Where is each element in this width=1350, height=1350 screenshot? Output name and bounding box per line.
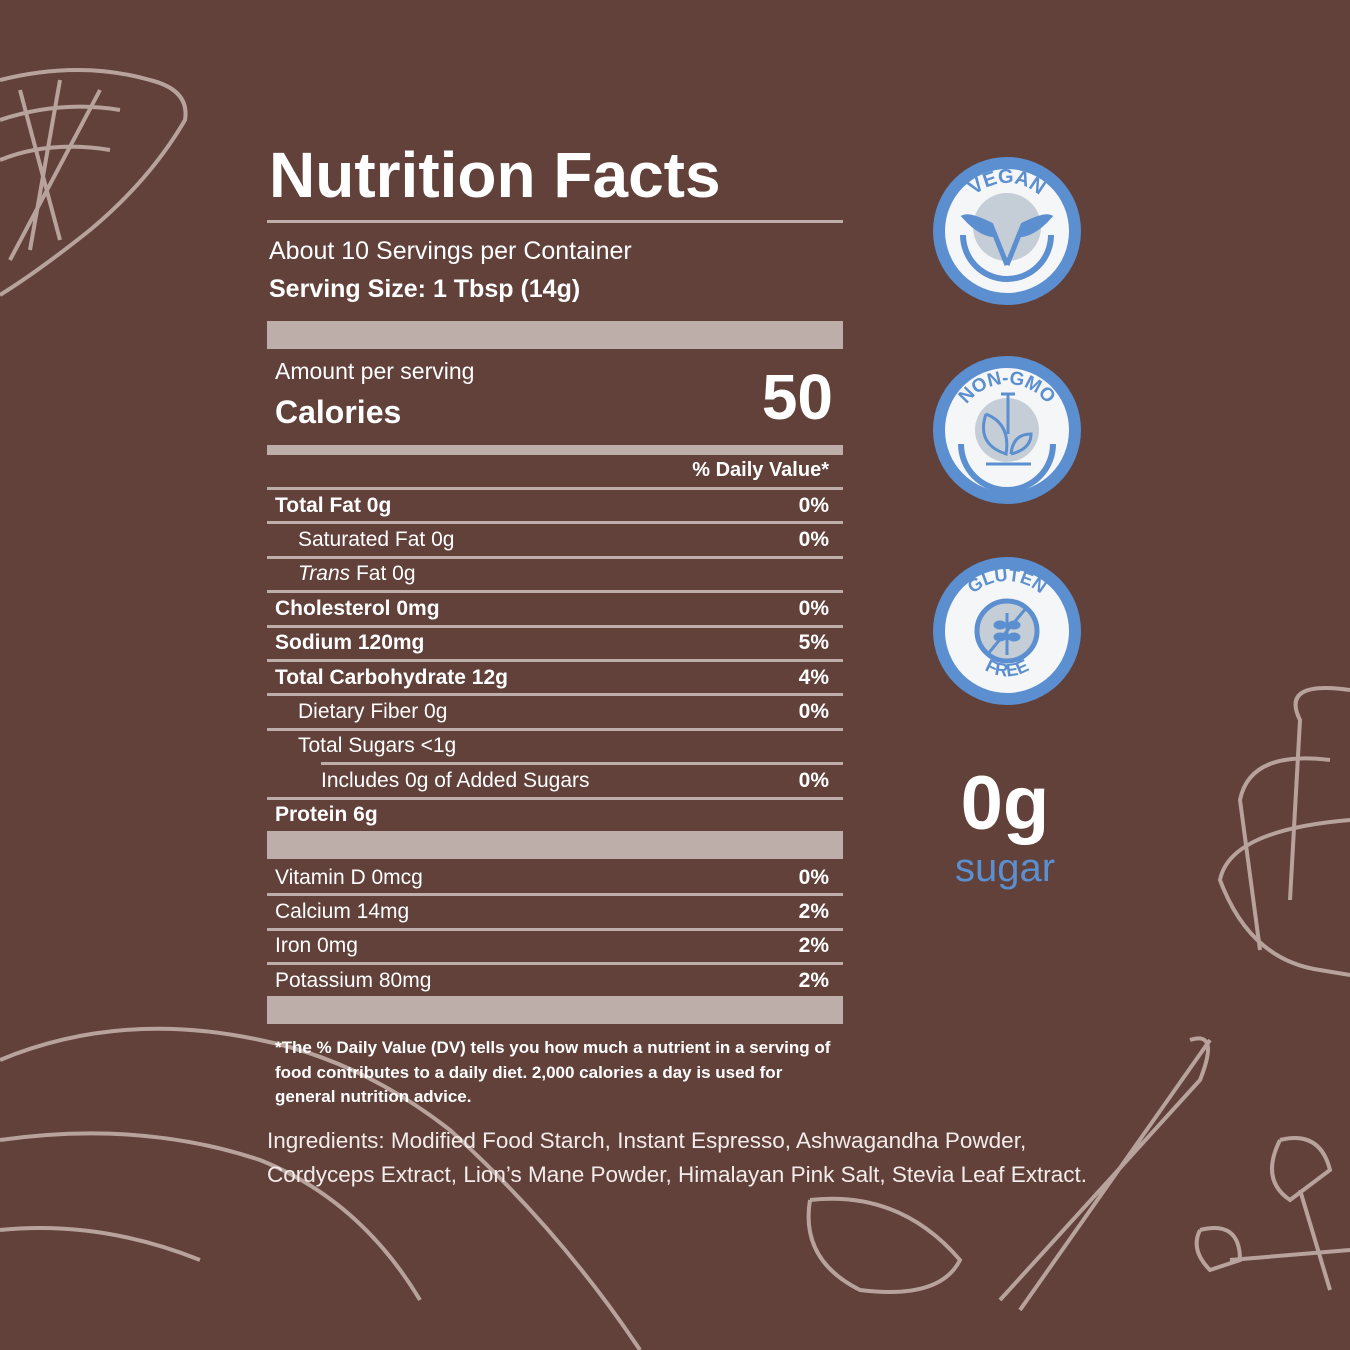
servings-per-container: About 10 Servings per Container — [269, 237, 632, 265]
vitamin-row: Calcium 14mg 2% — [267, 893, 843, 927]
nutrient-row: Total Carbohydrate 12g 4% — [267, 658, 843, 693]
leaf-v-icon — [960, 214, 1054, 266]
nutrient-row: Total Fat 0g 0% — [267, 487, 843, 521]
thick-divider — [267, 830, 843, 859]
nutrient-row: Trans Fat 0g — [267, 555, 843, 590]
vitamin-row: Iron 0mg 2% — [267, 927, 843, 962]
wheat-crossed-icon — [985, 606, 1029, 656]
thick-divider — [267, 321, 843, 349]
amount-per-serving-label: Amount per serving — [275, 358, 475, 384]
calories-section: Amount per serving Calories 50 — [267, 349, 843, 445]
vitamin-row: Vitamin D 0mcg 0% — [275, 865, 829, 889]
non-gmo-badge: NON-GMO — [933, 356, 1081, 504]
medium-divider — [267, 445, 843, 455]
nutrient-row: Includes 0g of Added Sugars 0% — [267, 762, 843, 797]
nutrient-row: Cholesterol 0mg 0% — [267, 590, 843, 624]
ingredients-list: Ingredients: Modified Food Starch, Insta… — [267, 1127, 1087, 1187]
zero-sugar-callout: 0g sugar — [940, 761, 1070, 891]
serving-size: Serving Size: 1 Tbsp (14g) — [269, 275, 581, 303]
sugar-label: sugar — [954, 846, 1056, 890]
calories-value: 50 — [761, 361, 833, 433]
vitamin-row: Potassium 80mg 2% — [267, 962, 843, 996]
daily-value-header: % Daily Value* — [692, 459, 829, 481]
nutrient-row: Protein 6g — [267, 796, 843, 831]
thick-divider — [267, 996, 843, 1025]
nutrient-row: Dietary Fiber 0g 0% — [267, 693, 843, 727]
nutrition-facts-title: Nutrition Facts — [269, 139, 721, 211]
nutrient-row: Total Sugars <1g — [267, 727, 843, 762]
daily-value-footnote: *The % Daily Value (DV) tells you how mu… — [275, 1038, 831, 1107]
sugar-amount: 0g — [960, 761, 1050, 846]
nutrient-row: Sodium 120mg 5% — [267, 624, 843, 659]
nutrient-row: Saturated Fat 0g 0% — [267, 521, 843, 555]
gluten-free-badge: GLUTEN FREE — [933, 557, 1081, 705]
leaf-test-tube-icon — [982, 392, 1033, 466]
divider — [267, 220, 843, 223]
calories-label: Calories — [275, 394, 402, 430]
vegan-badge: VEGAN — [933, 157, 1081, 305]
nutrition-facts-panel: Nutrition Facts About 10 Servings per Co… — [267, 130, 1087, 1192]
